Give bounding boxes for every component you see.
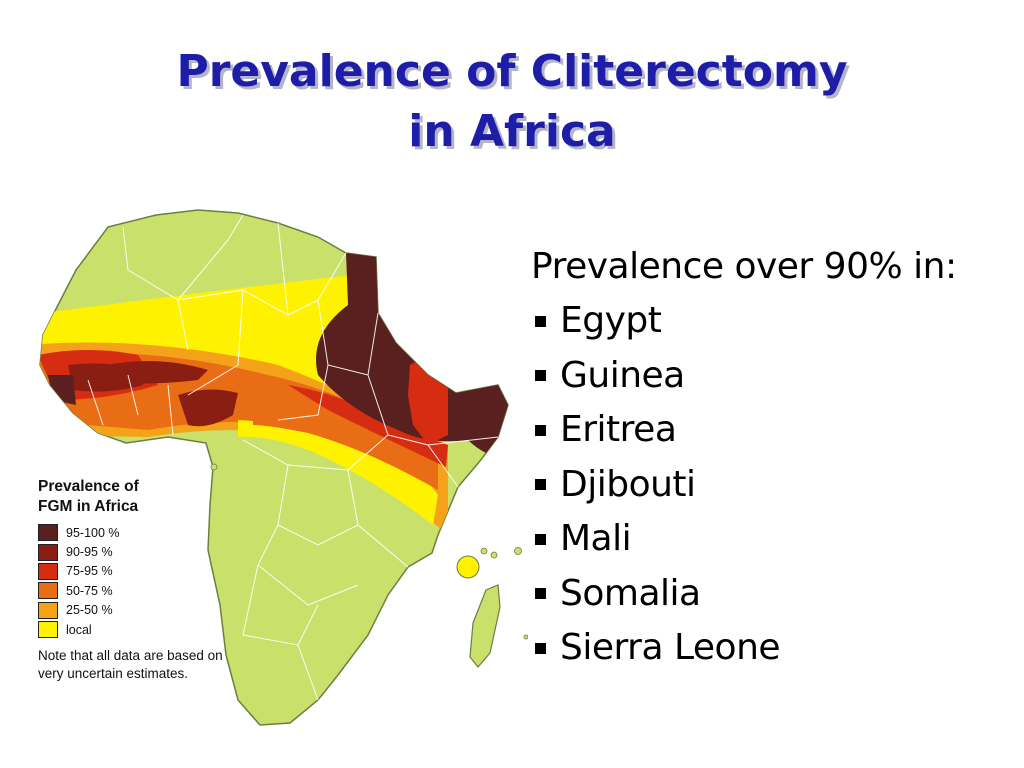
list-item: Somalia bbox=[531, 567, 1021, 622]
list-item: Sierra Leone bbox=[531, 621, 1021, 676]
country-name: Mali bbox=[560, 518, 632, 559]
legend-row: local bbox=[38, 620, 226, 639]
country-name: Guinea bbox=[560, 354, 685, 396]
title-line-1: Prevalence of Cliterectomy bbox=[176, 46, 848, 97]
legend-label: local bbox=[66, 622, 92, 637]
list-heading: Prevalence over 90% in: bbox=[531, 246, 957, 287]
list-item: Eritrea bbox=[531, 403, 1021, 458]
country-name: Somalia bbox=[560, 572, 701, 614]
country-name: Egypt bbox=[560, 300, 662, 341]
legend-note: Note that all data are based on very unc… bbox=[38, 648, 223, 681]
square-bullet-icon bbox=[535, 479, 546, 491]
legend-row: 95-100 % bbox=[38, 523, 226, 542]
legend-swatch bbox=[38, 621, 58, 639]
prevalence-bands bbox=[40, 245, 508, 535]
legend-title: Prevalence of FGM in Africa bbox=[38, 477, 226, 517]
legend-label: 50-75 % bbox=[66, 583, 113, 598]
legend-row: 25-50 % bbox=[38, 601, 226, 620]
map-legend: Prevalence of FGM in Africa 95-100 % 90-… bbox=[36, 477, 226, 682]
legend-label: 75-95 % bbox=[66, 564, 113, 579]
country-list: Egypt Guinea Eritrea Djibouti Mali Somal… bbox=[531, 294, 1021, 676]
legend-row: 90-95 % bbox=[38, 542, 226, 561]
island-dot bbox=[523, 634, 528, 640]
legend-title-line-2: FGM in Africa bbox=[38, 498, 139, 515]
list-item: Egypt bbox=[531, 294, 1021, 349]
list-item: Mali bbox=[531, 512, 1021, 567]
country-name: Djibouti bbox=[560, 463, 696, 505]
comoros-islands bbox=[456, 555, 480, 579]
africa-map bbox=[28, 205, 528, 730]
legend-swatch bbox=[38, 543, 58, 561]
square-bullet-icon bbox=[535, 588, 546, 600]
square-bullet-icon bbox=[535, 533, 546, 545]
legend-label: 25-50 % bbox=[66, 603, 113, 618]
madagascar-island bbox=[469, 584, 501, 668]
island-dot bbox=[514, 547, 522, 555]
legend-label: 95-100 % bbox=[66, 525, 120, 540]
legend-label: 90-95 % bbox=[66, 545, 113, 560]
legend-title-line-1: Prevalence of bbox=[38, 478, 139, 495]
square-bullet-icon bbox=[535, 370, 546, 382]
square-bullet-icon bbox=[535, 315, 546, 327]
legend-swatch bbox=[38, 582, 58, 600]
legend-swatch bbox=[38, 601, 58, 619]
island-dot bbox=[210, 463, 218, 471]
prevalence-list: Prevalence over 90% in: Egypt Guinea Eri… bbox=[531, 240, 1021, 676]
title-line-2: in Africa bbox=[408, 106, 616, 157]
island-dot bbox=[480, 547, 488, 555]
list-item: Guinea bbox=[531, 349, 1021, 404]
list-item: Djibouti bbox=[531, 458, 1021, 513]
country-name: Eritrea bbox=[560, 409, 677, 450]
country-borders bbox=[87, 214, 499, 701]
island-dot bbox=[490, 551, 498, 559]
legend-swatch bbox=[38, 562, 58, 580]
africa-map-graphic bbox=[39, 209, 528, 726]
square-bullet-icon bbox=[535, 424, 546, 436]
page-title: Prevalence of Cliterectomy in Africa bbox=[0, 42, 1024, 162]
square-bullet-icon bbox=[535, 642, 546, 654]
legend-row: 75-95 % bbox=[38, 562, 226, 581]
country-name: Sierra Leone bbox=[560, 627, 781, 668]
legend-row: 50-75 % bbox=[38, 581, 226, 600]
legend-swatch bbox=[38, 524, 58, 542]
